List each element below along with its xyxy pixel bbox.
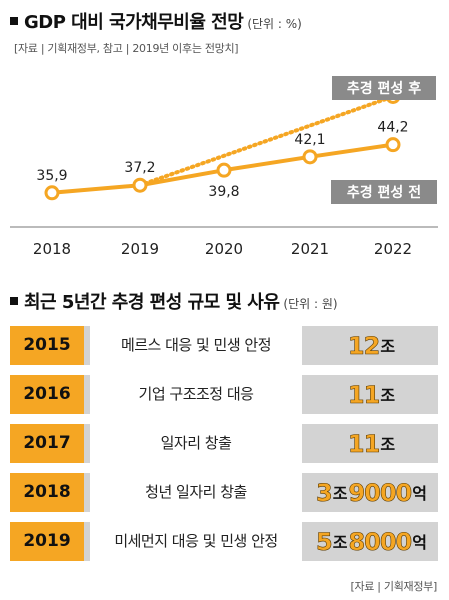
chart-source: [자료 | 기획재정부, 참고 | 2019년 이후는 전망치] xyxy=(14,42,239,55)
x-tick-label: 2022 xyxy=(374,240,412,258)
data-label: 44,2 xyxy=(377,120,408,136)
series-label-after: 추경 편성 후 xyxy=(347,80,421,97)
chart-title: GDP 대비 국가채무비율 전망 (단위 : %) xyxy=(10,8,302,34)
amount-cell: 11조 xyxy=(306,375,438,414)
amount-unit: 억 xyxy=(412,533,427,552)
reason-cell: 청년 일자리 창출 xyxy=(90,473,302,512)
amount-number: 9000 xyxy=(348,479,412,508)
chart-title-text: GDP 대비 국가채무비율 전망 xyxy=(24,12,244,33)
square-bullet-icon xyxy=(10,297,18,305)
data-point-before xyxy=(216,162,232,178)
table-row: 2018 청년 일자리 창출 3조9000억 xyxy=(10,473,438,512)
year-cell: 2019 xyxy=(10,522,84,561)
year-cell: 2015 xyxy=(10,326,84,365)
data-label: 37,2 xyxy=(124,160,155,176)
amount-cell: 11조 xyxy=(306,424,438,463)
table-row: 2015 메르스 대응 및 민생 안정 12조 xyxy=(10,326,438,365)
year-cell: 2016 xyxy=(10,375,84,414)
x-tick-label: 2020 xyxy=(205,240,243,258)
x-tick-label: 2019 xyxy=(121,240,159,258)
year-cell: 2017 xyxy=(10,424,84,463)
square-bullet-icon xyxy=(10,17,18,25)
reason-cell: 메르스 대응 및 민생 안정 xyxy=(90,326,302,365)
x-tick-label: 2018 xyxy=(33,240,71,258)
data-point-before xyxy=(44,185,60,201)
table-row: 2019 미세먼지 대응 및 민생 안정 5조8000억 xyxy=(10,522,438,561)
data-label: 39,8 xyxy=(208,184,239,200)
amount-unit: 조 xyxy=(380,386,396,405)
amount-cell: 5조8000억 xyxy=(306,522,438,561)
x-tick-label: 2021 xyxy=(291,240,329,258)
table-source: [자료 | 기획재정부] xyxy=(350,580,437,593)
amount-cell: 12조 xyxy=(306,326,438,365)
data-point-before xyxy=(385,137,401,153)
table-row: 2016 기업 구조조정 대응 11조 xyxy=(10,375,438,414)
amount-unit: 조 xyxy=(332,533,348,552)
year-cell: 2018 xyxy=(10,473,84,512)
data-label: 42,1 xyxy=(294,132,325,148)
amount-number: 11 xyxy=(347,430,381,459)
amount-number: 8000 xyxy=(348,528,412,557)
amount-unit: 조 xyxy=(380,435,396,454)
table-title: 최근 5년간 추경 편성 규모 및 사유 (단위 : 원) xyxy=(10,288,338,314)
series-label-after-bg xyxy=(332,76,436,100)
data-label: 35,9 xyxy=(36,168,67,184)
amount-number: 5 xyxy=(316,528,333,557)
reason-cell: 일자리 창출 xyxy=(90,424,302,463)
amount-number: 11 xyxy=(347,381,381,410)
amount-number: 12 xyxy=(347,332,381,361)
series-label-before: 추경 편성 전 xyxy=(347,184,421,201)
reason-cell: 미세먼지 대응 및 민생 안정 xyxy=(90,522,302,561)
data-point-before xyxy=(302,149,318,165)
chart-unit: (단위 : %) xyxy=(247,17,302,31)
data-point-before xyxy=(132,177,148,193)
amount-unit: 억 xyxy=(412,484,427,503)
amount-unit: 조 xyxy=(380,337,396,356)
amount-number: 3 xyxy=(316,479,333,508)
table-title-text: 최근 5년간 추경 편성 규모 및 사유 xyxy=(24,292,280,313)
series-line-after xyxy=(138,94,395,188)
amount-unit: 조 xyxy=(332,484,348,503)
reason-cell: 기업 구조조정 대응 xyxy=(90,375,302,414)
line-chart: 2018 2019 2020 2021 2022 35,9 37,2 39,8 42,1 44,2… xyxy=(10,76,438,258)
series-label-before-bg xyxy=(331,180,437,204)
table-row: 2017 일자리 창출 11조 xyxy=(10,424,438,463)
amount-cell: 3조9000억 xyxy=(306,473,438,512)
table-unit: (단위 : 원) xyxy=(283,297,338,311)
